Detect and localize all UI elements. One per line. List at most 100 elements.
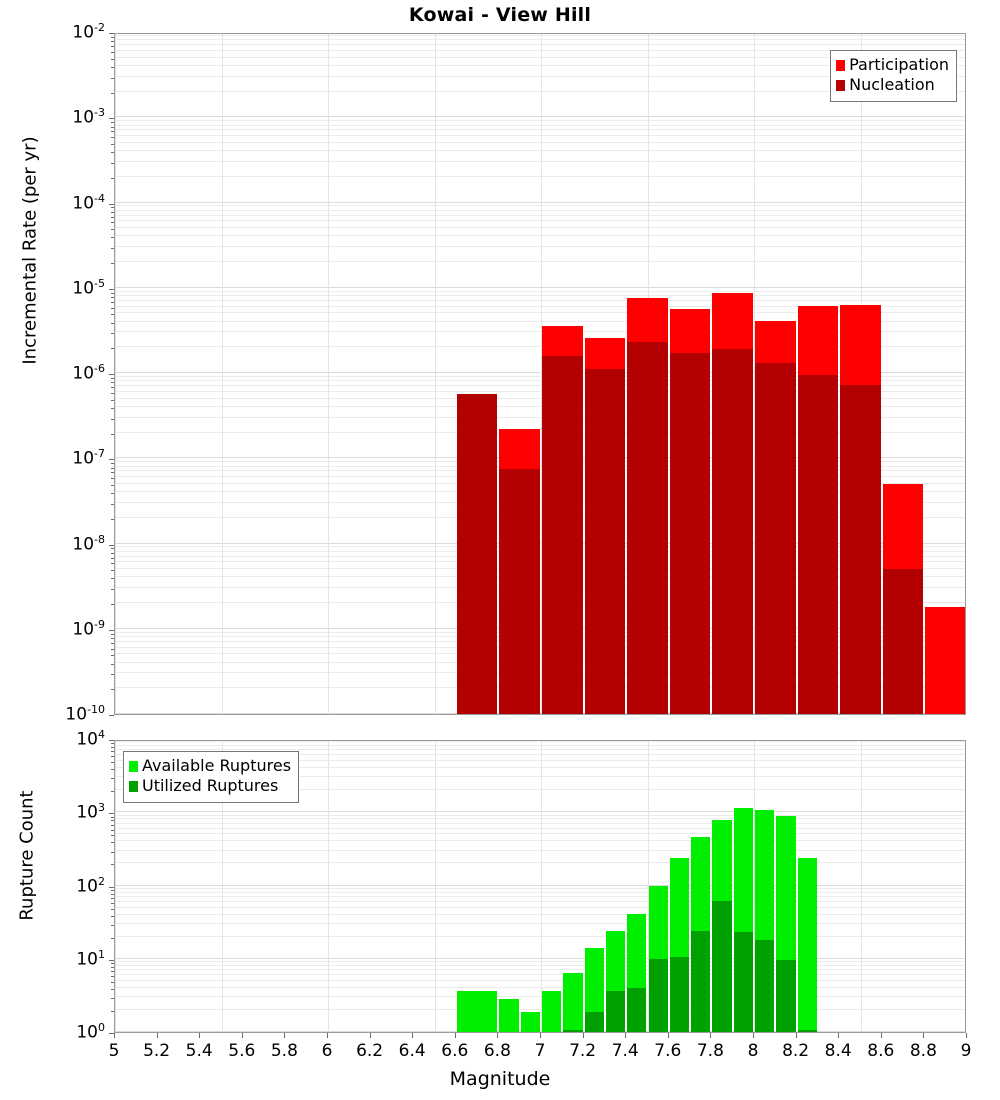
rupture-count-plot-area: Available Ruptures Utilized Ruptures bbox=[114, 740, 966, 1033]
x-axis-tick bbox=[838, 1033, 840, 1038]
bar-segment-utilized-ruptures bbox=[584, 1011, 604, 1032]
grid-line-vertical bbox=[328, 34, 329, 714]
bar-group bbox=[797, 741, 817, 1032]
legend-label: Participation bbox=[849, 55, 949, 74]
y-axis-tick-label: 10-7 bbox=[72, 447, 105, 469]
x-axis-tick bbox=[667, 1033, 669, 1038]
y-axis-minor-tick bbox=[111, 902, 114, 904]
bar-group bbox=[499, 34, 540, 714]
y-axis-minor-tick bbox=[111, 463, 114, 465]
grid-line bbox=[115, 546, 965, 548]
y-axis-minor-tick bbox=[111, 216, 114, 218]
bar-segment-nucleation bbox=[627, 342, 668, 714]
grid-line bbox=[115, 482, 965, 484]
bar-group bbox=[584, 34, 626, 714]
grid-line bbox=[115, 887, 965, 889]
y-axis-minor-tick bbox=[111, 638, 114, 639]
bar-group bbox=[542, 741, 562, 1032]
bar-segment-utilized-ruptures bbox=[605, 991, 626, 1032]
legend-swatch-icon bbox=[836, 59, 846, 71]
chart-title: Kowai - View Hill bbox=[408, 4, 592, 26]
y-axis-minor-tick bbox=[111, 864, 114, 866]
y-axis-minor-tick bbox=[111, 971, 114, 973]
grid-line bbox=[115, 986, 965, 988]
y-axis-minor-tick bbox=[111, 237, 114, 239]
x-axis-tick bbox=[582, 1033, 584, 1038]
x-axis-tick-label: 6.2 bbox=[356, 1041, 384, 1061]
grid-line bbox=[115, 286, 965, 288]
grid-line bbox=[115, 974, 965, 976]
y-axis-tick bbox=[109, 288, 114, 290]
legend-label: Available Ruptures bbox=[142, 756, 292, 775]
y-axis-minor-tick bbox=[111, 820, 114, 822]
grid-line bbox=[115, 754, 965, 756]
y-axis-minor-tick bbox=[111, 92, 114, 94]
bar-group bbox=[456, 34, 498, 714]
y-axis-tick-label: 10-9 bbox=[72, 617, 105, 640]
grid-line bbox=[115, 568, 965, 570]
y-axis-minor-tick bbox=[111, 301, 114, 303]
y-axis-tick-label: 10-3 bbox=[72, 106, 105, 128]
bar-group bbox=[755, 741, 775, 1032]
grid-line bbox=[115, 124, 965, 126]
grid-line bbox=[115, 372, 965, 373]
grid-line bbox=[115, 900, 965, 902]
y-axis-minor-tick bbox=[111, 548, 114, 550]
bar-group bbox=[648, 741, 668, 1032]
y-axis-minor-tick bbox=[111, 333, 114, 335]
y-axis-minor-tick bbox=[111, 924, 114, 926]
y-axis-minor-tick bbox=[111, 563, 114, 565]
grid-line-vertical bbox=[541, 741, 542, 1032]
rupture-count-bars bbox=[115, 741, 965, 1032]
bar-segment-available-ruptures bbox=[563, 972, 583, 1032]
y-axis-minor-tick bbox=[111, 248, 114, 250]
y-axis-minor-tick bbox=[111, 66, 114, 68]
y-axis-tick bbox=[109, 203, 114, 205]
bar-group bbox=[882, 34, 924, 714]
y-axis-minor-tick bbox=[111, 131, 114, 133]
y-axis-tick-label: 10-2 bbox=[72, 21, 105, 43]
x-axis-tick bbox=[156, 1033, 158, 1038]
bar-segment-utilized-ruptures bbox=[797, 1030, 817, 1032]
y-axis-tick bbox=[109, 459, 114, 461]
x-axis-tick bbox=[753, 1033, 754, 1038]
grid-line bbox=[115, 175, 965, 177]
legend-swatch-icon bbox=[129, 760, 138, 772]
y-axis-tick bbox=[109, 813, 114, 815]
bar-group bbox=[499, 741, 519, 1032]
y-axis-tick-label: 10-10 bbox=[65, 703, 105, 725]
bar-group bbox=[925, 34, 965, 714]
grid-line bbox=[115, 209, 965, 211]
y-axis-minor-tick bbox=[111, 842, 114, 844]
y-axis-minor-tick bbox=[111, 484, 114, 486]
grid-line bbox=[115, 979, 965, 981]
y-axis-minor-tick bbox=[111, 36, 114, 38]
y-axis-tick bbox=[109, 886, 114, 888]
grid-line bbox=[115, 416, 965, 418]
y-axis-tick bbox=[109, 544, 114, 546]
bar-group bbox=[563, 741, 583, 1032]
grid-line bbox=[115, 375, 965, 377]
y-axis-tick bbox=[109, 1033, 114, 1034]
bar-segment-available-ruptures bbox=[542, 991, 562, 1032]
grid-line bbox=[115, 385, 965, 387]
y-axis-minor-tick bbox=[111, 851, 114, 853]
y-axis-minor-tick bbox=[111, 897, 114, 899]
bar-segment-utilized-ruptures bbox=[712, 900, 732, 1032]
y-axis-minor-tick bbox=[111, 655, 114, 657]
y-axis-minor-tick bbox=[111, 908, 114, 910]
grid-line bbox=[115, 246, 965, 248]
x-axis-tick-label: 7.2 bbox=[569, 1041, 597, 1061]
y-axis-minor-tick bbox=[111, 747, 114, 749]
grid-line bbox=[115, 160, 965, 162]
bar-segment-nucleation bbox=[755, 363, 796, 714]
bar-segment-nucleation bbox=[840, 385, 881, 714]
grid-line bbox=[115, 789, 965, 791]
grid-line bbox=[115, 895, 965, 897]
grid-line bbox=[115, 602, 965, 604]
y-axis-tick-label: 103 bbox=[76, 801, 105, 823]
x-axis-tick bbox=[454, 1033, 456, 1038]
incremental-rate-bars bbox=[115, 34, 965, 714]
grid-line bbox=[115, 299, 965, 301]
y-axis-minor-tick bbox=[111, 314, 114, 316]
